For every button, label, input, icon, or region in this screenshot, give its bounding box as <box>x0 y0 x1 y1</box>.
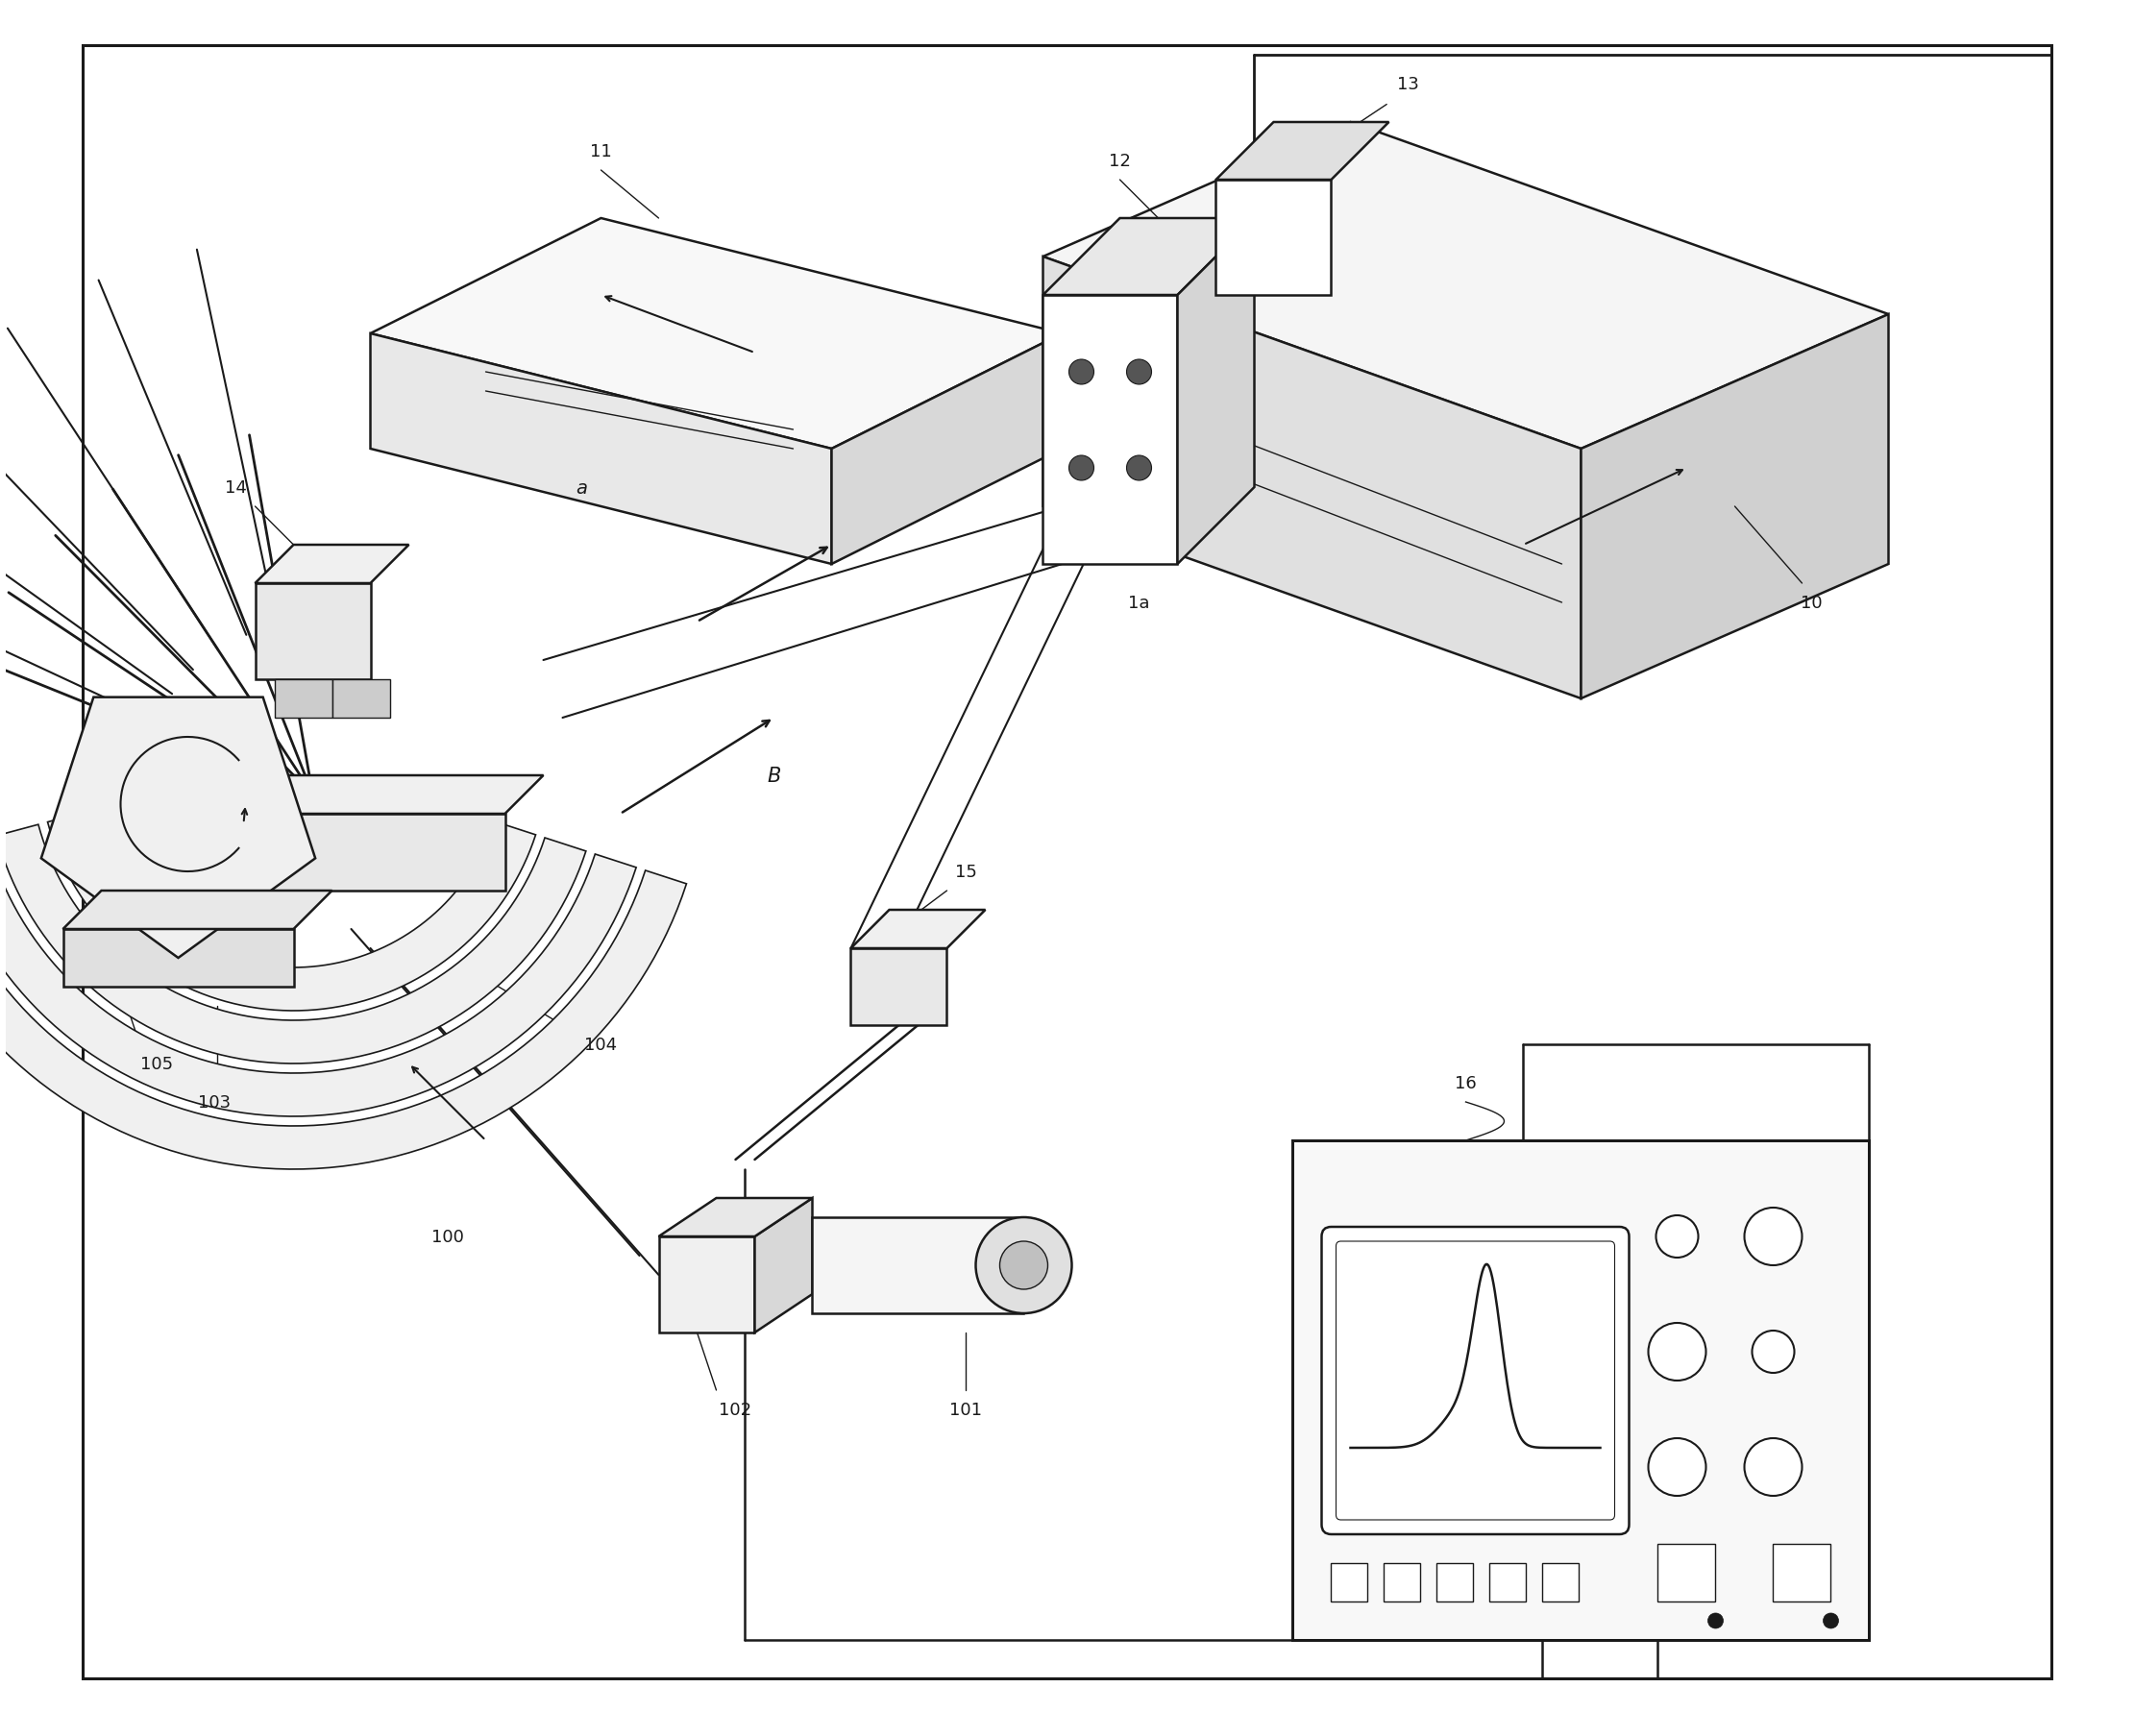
Polygon shape <box>1216 123 1389 181</box>
Bar <box>1543 1562 1579 1602</box>
Bar <box>1436 1562 1472 1602</box>
Text: 15: 15 <box>956 863 977 880</box>
Bar <box>1385 1562 1421 1602</box>
Circle shape <box>1752 1332 1795 1373</box>
Polygon shape <box>0 825 587 1064</box>
Text: a: a <box>576 479 587 496</box>
Polygon shape <box>371 333 832 564</box>
Text: 103: 103 <box>198 1094 230 1111</box>
Polygon shape <box>1178 219 1255 564</box>
Circle shape <box>999 1241 1048 1290</box>
Polygon shape <box>1044 123 1889 450</box>
Text: 11: 11 <box>591 142 612 160</box>
Polygon shape <box>1044 295 1178 564</box>
Polygon shape <box>62 929 294 988</box>
Polygon shape <box>275 681 333 719</box>
Circle shape <box>1647 1323 1705 1380</box>
Circle shape <box>1127 457 1152 481</box>
Polygon shape <box>62 891 333 929</box>
Text: 14: 14 <box>224 479 248 496</box>
Polygon shape <box>1581 314 1889 700</box>
Circle shape <box>1743 1208 1801 1266</box>
Text: B: B <box>766 766 781 785</box>
Bar <box>1658 1543 1716 1602</box>
Polygon shape <box>256 583 371 681</box>
Text: 100: 100 <box>431 1227 463 1245</box>
Circle shape <box>1822 1613 1840 1628</box>
Text: 105: 105 <box>141 1055 173 1073</box>
Circle shape <box>1743 1439 1801 1496</box>
Circle shape <box>1707 1613 1724 1628</box>
Circle shape <box>1647 1439 1705 1496</box>
Circle shape <box>975 1217 1071 1314</box>
Text: 102: 102 <box>719 1401 751 1418</box>
Polygon shape <box>0 838 636 1116</box>
Text: 10: 10 <box>1801 594 1822 611</box>
Polygon shape <box>832 333 1063 564</box>
Polygon shape <box>659 1198 813 1236</box>
Text: 12: 12 <box>1110 153 1131 170</box>
Polygon shape <box>0 852 687 1170</box>
Polygon shape <box>47 811 536 1010</box>
Polygon shape <box>371 219 1063 450</box>
Polygon shape <box>149 776 544 814</box>
Text: 13: 13 <box>1398 76 1419 94</box>
Bar <box>1332 1562 1368 1602</box>
Circle shape <box>1069 457 1095 481</box>
Circle shape <box>1127 359 1152 385</box>
Polygon shape <box>1044 257 1581 700</box>
Bar <box>1773 1543 1831 1602</box>
Polygon shape <box>149 814 506 891</box>
Bar <box>1490 1562 1526 1602</box>
Polygon shape <box>851 910 986 948</box>
Polygon shape <box>659 1236 755 1333</box>
Circle shape <box>1069 359 1095 385</box>
Polygon shape <box>256 545 410 583</box>
FancyBboxPatch shape <box>1321 1227 1628 1535</box>
FancyBboxPatch shape <box>1336 1241 1615 1521</box>
Polygon shape <box>813 1217 1024 1314</box>
Text: 16: 16 <box>1455 1075 1477 1092</box>
Polygon shape <box>333 681 391 719</box>
Polygon shape <box>851 948 947 1026</box>
Text: 1a: 1a <box>1129 594 1150 611</box>
Polygon shape <box>755 1198 813 1333</box>
Polygon shape <box>1216 181 1332 295</box>
Polygon shape <box>41 698 316 958</box>
Polygon shape <box>1044 219 1255 295</box>
Circle shape <box>1656 1215 1699 1259</box>
Text: 104: 104 <box>585 1036 617 1054</box>
Text: 101: 101 <box>950 1401 982 1418</box>
Bar <box>1293 1141 1869 1641</box>
